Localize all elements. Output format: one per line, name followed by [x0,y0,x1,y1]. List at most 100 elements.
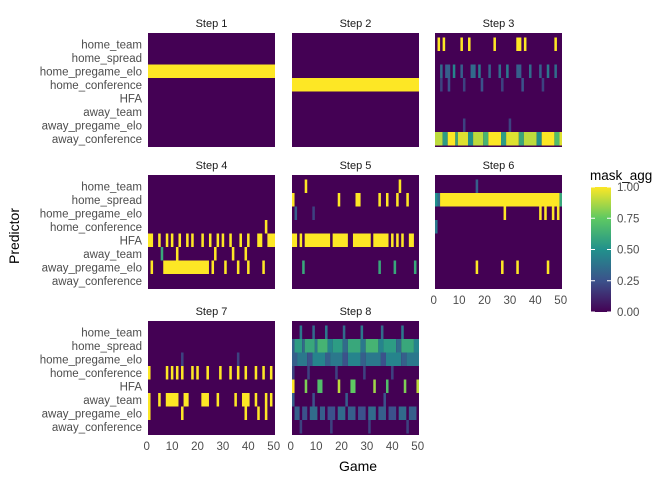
heatmap-cell [342,325,346,339]
heatmap-cell [518,132,524,146]
heatmap-cell [551,206,555,220]
heatmap-cell [523,37,527,51]
heatmap-cell [457,132,469,146]
heatmap-cell [559,132,562,146]
facet-panels: Step 1home_teamhome_spreadhome_pregame_e… [40,18,567,453]
facet-panel-5: Step 5 [292,160,419,289]
heatmap-cell [391,366,394,380]
heatmap-cell [304,339,315,353]
heatmap-cell [257,233,263,247]
heatmap-cell [257,406,260,420]
y-tick-label: away_conference [52,422,142,434]
heatmap-cell [304,233,331,247]
panel-title: Step 2 [340,18,372,30]
heatmap-cell [302,339,305,353]
heatmap-cell [401,339,414,353]
heatmap-cell [307,352,313,366]
heatmap-cell [264,393,268,407]
heatmap-cell [337,406,346,420]
heatmap-cell [299,325,303,339]
y-tick-label: home_spread [72,341,142,353]
heatmap-cell [483,132,489,146]
heatmap-cell [554,64,557,78]
facet-panel-8: Step 8 0 10 20 30 40 50 [287,306,424,453]
heatmap-cell [468,37,471,51]
heatmap-cell [302,260,305,274]
heatmap-cell [373,233,389,247]
x-tick-label: 20 [191,441,204,453]
heatmap-cell [244,366,248,380]
panel-background [148,321,275,435]
heatmap-cell [206,366,209,380]
heatmap-cell [292,339,295,353]
heatmap-cell [186,233,189,247]
heatmap-cell [244,406,248,420]
heatmap-cell [554,132,560,146]
heatmap-cell [307,366,310,380]
heatmap-cell [304,379,308,393]
legend-colorbar [591,187,611,312]
heatmap-cell [445,64,451,78]
heatmap-cell [378,406,386,420]
panel-title: Step 4 [196,160,228,172]
heatmap-cell [546,64,550,78]
y-tick-label: home_team [81,327,142,339]
x-tick-label: 40 [529,295,542,307]
y-tick-label: home_spread [72,53,142,65]
heatmap-cell [385,379,389,393]
heatmap-cell [380,352,386,366]
y-tick-label: home_pregame_elo [40,208,142,220]
heatmap-cell [383,339,397,353]
heatmap-cell [508,118,512,132]
y-tick-label: away_pregame_elo [42,120,142,132]
heatmap-cell [312,325,315,339]
heatmap-cell [335,366,338,380]
heatmap-cell [347,352,361,366]
heatmap-cell [175,247,179,261]
heatmap-cell [294,406,300,420]
legend-tick-label: 0.50 [617,245,639,257]
color-legend: mask_agg 1.00 0.75 0.50 0.25 0.00 [590,168,652,319]
heatmap-cell [319,406,326,420]
heatmap-cell [516,37,522,51]
heatmap-cell [292,366,295,380]
heatmap-cell [413,339,419,353]
heatmap-cell [181,406,184,420]
y-tick-label: home_spread [72,195,142,207]
heatmap-cell [398,406,407,420]
heatmap-cell [191,366,194,380]
heatmap-cell [435,193,438,207]
heatmap-cell [488,132,502,146]
heatmap-cell [408,233,414,247]
x-tick-label: 50 [267,441,280,453]
heatmap-cell [309,406,318,420]
heatmap-cell [337,193,341,207]
y-tick-label: away_team [83,107,142,119]
heatmap-cell [360,352,366,366]
heatmap-cell [440,193,560,207]
heatmap-cell [536,132,542,146]
x-tick-label: 20 [478,295,491,307]
heatmap-cell [229,233,232,247]
heatmap-cell [488,64,491,78]
heatmap-cell [352,233,371,247]
heatmap-cell [165,366,169,380]
heatmap-cell [292,393,295,407]
heatmap-cell [462,118,466,132]
facet-panel-7: Step 7 home_team home_spreadhome_pregame_e… [40,306,280,453]
heatmap-cell [292,78,419,92]
heatmap-cell [541,132,555,146]
heatmap-cell [244,247,248,261]
heatmap-cell [406,193,409,207]
heatmap-cell [401,325,404,339]
heatmap-cell [380,325,384,339]
heatmap-cell [473,132,484,146]
heatmap-cell [398,179,402,193]
heatmap-cell [396,233,399,247]
heatmap-cell [391,233,394,247]
heatmap-cell [460,64,463,78]
heatmap-cell [365,352,381,366]
heatmap-cell [150,260,154,274]
heatmap-cell [332,339,343,353]
heatmap-cell [330,352,343,366]
